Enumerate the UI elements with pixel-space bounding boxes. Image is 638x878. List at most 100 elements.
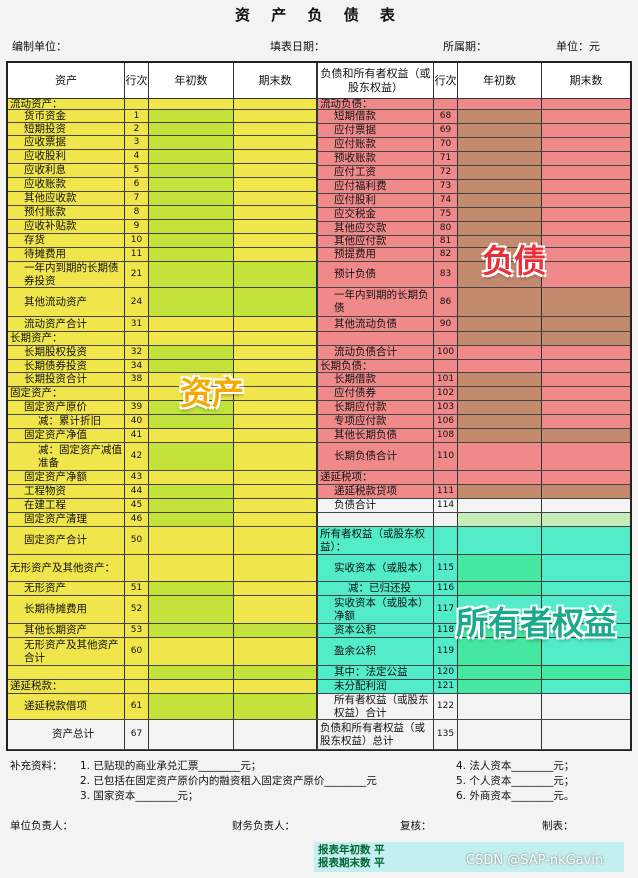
end-value-cell[interactable]	[542, 346, 630, 359]
begin-value-cell[interactable]	[458, 262, 542, 287]
begin-value-cell[interactable]	[458, 110, 542, 123]
begin-value-cell[interactable]	[458, 499, 542, 512]
end-value-cell[interactable]	[542, 666, 630, 679]
begin-value-cell[interactable]	[149, 443, 234, 470]
begin-value-cell[interactable]	[458, 513, 542, 526]
begin-value-cell[interactable]	[458, 222, 542, 235]
begin-value-cell[interactable]	[149, 373, 234, 386]
begin-value-cell[interactable]	[149, 110, 234, 122]
end-value-cell[interactable]	[542, 248, 630, 261]
end-value-cell[interactable]	[234, 694, 318, 719]
end-value-cell[interactable]	[542, 110, 630, 123]
begin-value-cell[interactable]	[458, 596, 542, 623]
begin-value-cell[interactable]	[458, 332, 542, 345]
end-value-cell[interactable]	[542, 208, 630, 221]
begin-value-cell[interactable]	[458, 638, 542, 665]
end-value-cell[interactable]	[234, 136, 318, 149]
begin-value-cell[interactable]	[458, 138, 542, 151]
end-value-cell[interactable]	[542, 152, 630, 165]
begin-value-cell[interactable]	[149, 596, 234, 623]
begin-value-cell[interactable]	[149, 499, 234, 512]
end-value-cell[interactable]	[234, 206, 318, 219]
end-value-cell[interactable]	[542, 582, 630, 595]
end-value-cell[interactable]	[542, 317, 630, 331]
begin-value-cell[interactable]	[458, 208, 542, 221]
end-value-cell[interactable]	[234, 346, 318, 359]
begin-value-cell[interactable]	[149, 150, 234, 163]
begin-value-cell[interactable]	[458, 680, 542, 693]
begin-value-cell[interactable]	[458, 317, 542, 331]
end-value-cell[interactable]	[542, 401, 630, 414]
end-value-cell[interactable]	[542, 429, 630, 442]
end-value-cell[interactable]	[542, 485, 630, 498]
begin-value-cell[interactable]	[458, 720, 542, 749]
begin-value-cell[interactable]	[149, 136, 234, 149]
begin-value-cell[interactable]	[458, 152, 542, 165]
begin-value-cell[interactable]	[149, 387, 234, 400]
begin-value-cell[interactable]	[149, 360, 234, 372]
end-value-cell[interactable]	[234, 415, 318, 428]
begin-value-cell[interactable]	[458, 694, 542, 719]
end-value-cell[interactable]	[234, 373, 318, 386]
begin-value-cell[interactable]	[149, 178, 234, 191]
begin-value-cell[interactable]	[149, 694, 234, 719]
begin-value-cell[interactable]	[149, 192, 234, 205]
end-value-cell[interactable]	[542, 720, 630, 749]
end-value-cell[interactable]	[234, 220, 318, 233]
begin-value-cell[interactable]	[458, 582, 542, 595]
end-value-cell[interactable]	[234, 596, 318, 623]
end-value-cell[interactable]	[542, 124, 630, 137]
end-value-cell[interactable]	[542, 332, 630, 345]
begin-value-cell[interactable]	[458, 624, 542, 637]
begin-value-cell[interactable]	[149, 638, 234, 665]
begin-value-cell[interactable]	[149, 248, 234, 261]
end-value-cell[interactable]	[234, 248, 318, 261]
end-value-cell[interactable]	[234, 178, 318, 191]
begin-value-cell[interactable]	[149, 415, 234, 428]
end-value-cell[interactable]	[234, 443, 318, 470]
end-value-cell[interactable]	[234, 262, 318, 287]
end-value-cell[interactable]	[234, 317, 318, 331]
end-value-cell[interactable]	[234, 288, 318, 316]
begin-value-cell[interactable]	[149, 555, 234, 581]
begin-value-cell[interactable]	[149, 262, 234, 287]
end-value-cell[interactable]	[542, 99, 630, 109]
begin-value-cell[interactable]	[149, 332, 234, 345]
end-value-cell[interactable]	[234, 582, 318, 595]
begin-value-cell[interactable]	[149, 99, 234, 109]
end-value-cell[interactable]	[234, 123, 318, 135]
begin-value-cell[interactable]	[149, 582, 234, 595]
end-value-cell[interactable]	[542, 222, 630, 235]
end-value-cell[interactable]	[234, 638, 318, 665]
end-value-cell[interactable]	[542, 236, 630, 247]
begin-value-cell[interactable]	[458, 124, 542, 137]
end-value-cell[interactable]	[234, 429, 318, 442]
begin-value-cell[interactable]	[149, 123, 234, 135]
begin-value-cell[interactable]	[458, 346, 542, 359]
end-value-cell[interactable]	[542, 415, 630, 428]
begin-value-cell[interactable]	[149, 206, 234, 219]
end-value-cell[interactable]	[542, 262, 630, 287]
begin-value-cell[interactable]	[458, 194, 542, 207]
end-value-cell[interactable]	[542, 513, 630, 526]
end-value-cell[interactable]	[234, 99, 318, 109]
begin-value-cell[interactable]	[149, 513, 234, 526]
begin-value-cell[interactable]	[458, 555, 542, 581]
end-value-cell[interactable]	[542, 138, 630, 151]
end-value-cell[interactable]	[542, 387, 630, 400]
begin-value-cell[interactable]	[458, 666, 542, 679]
begin-value-cell[interactable]	[458, 99, 542, 109]
end-value-cell[interactable]	[542, 180, 630, 193]
end-value-cell[interactable]	[234, 110, 318, 122]
begin-value-cell[interactable]	[458, 485, 542, 498]
end-value-cell[interactable]	[542, 373, 630, 386]
end-value-cell[interactable]	[542, 471, 630, 484]
end-value-cell[interactable]	[234, 720, 318, 749]
begin-value-cell[interactable]	[458, 415, 542, 428]
end-value-cell[interactable]	[542, 288, 630, 316]
end-value-cell[interactable]	[234, 680, 318, 693]
end-value-cell[interactable]	[542, 166, 630, 179]
end-value-cell[interactable]	[234, 387, 318, 400]
end-value-cell[interactable]	[234, 485, 318, 498]
begin-value-cell[interactable]	[149, 527, 234, 554]
